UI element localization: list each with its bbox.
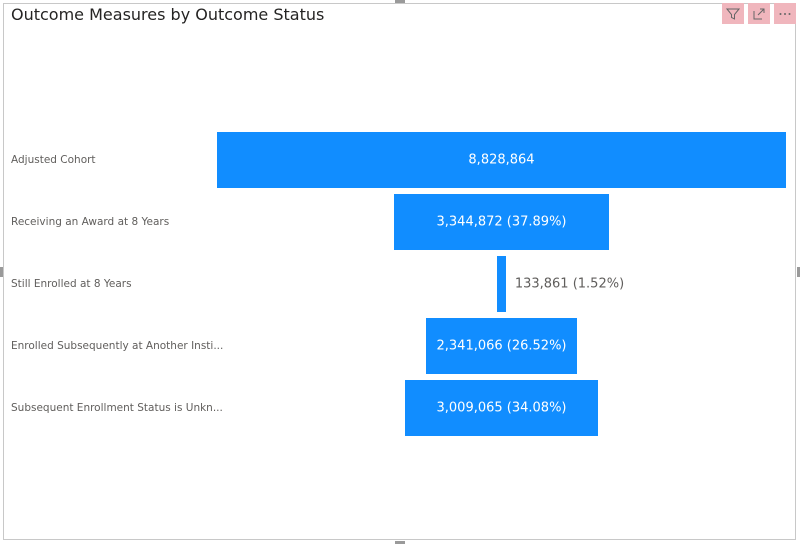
- category-label: Enrolled Subsequently at Another Insti..…: [11, 340, 224, 352]
- focus-mode-icon[interactable]: [748, 3, 770, 24]
- funnel-bar[interactable]: [217, 132, 786, 188]
- data-label: 3,009,065 (34.08%): [436, 400, 567, 416]
- category-label: Receiving an Award at 8 Years: [11, 216, 170, 228]
- funnel-bar[interactable]: [497, 256, 506, 312]
- filter-icon[interactable]: [722, 3, 744, 24]
- more-options-icon[interactable]: [774, 3, 796, 24]
- funnel-bar[interactable]: [404, 380, 599, 436]
- data-label: 2,341,066 (26.52%): [436, 338, 567, 354]
- resize-handle-bottom[interactable]: [395, 541, 405, 544]
- data-label: 133,861 (1.52%): [514, 276, 625, 292]
- visual-frame: [3, 3, 796, 540]
- resize-handle-left[interactable]: [0, 267, 3, 277]
- category-label: Still Enrolled at 8 Years: [11, 278, 132, 290]
- funnel-bar[interactable]: [426, 318, 577, 374]
- category-label: Subsequent Enrollment Status is Unkn...: [11, 402, 223, 414]
- data-label: 3,344,872 (37.89%): [436, 214, 567, 230]
- funnel-bar[interactable]: [393, 194, 610, 250]
- resize-handle-right[interactable]: [797, 267, 800, 277]
- resize-handle-top[interactable]: [395, 0, 405, 3]
- category-label: Adjusted Cohort: [11, 154, 96, 166]
- data-label: 8,828,864: [468, 152, 535, 168]
- chart-title: Outcome Measures by Outcome Status: [11, 5, 325, 24]
